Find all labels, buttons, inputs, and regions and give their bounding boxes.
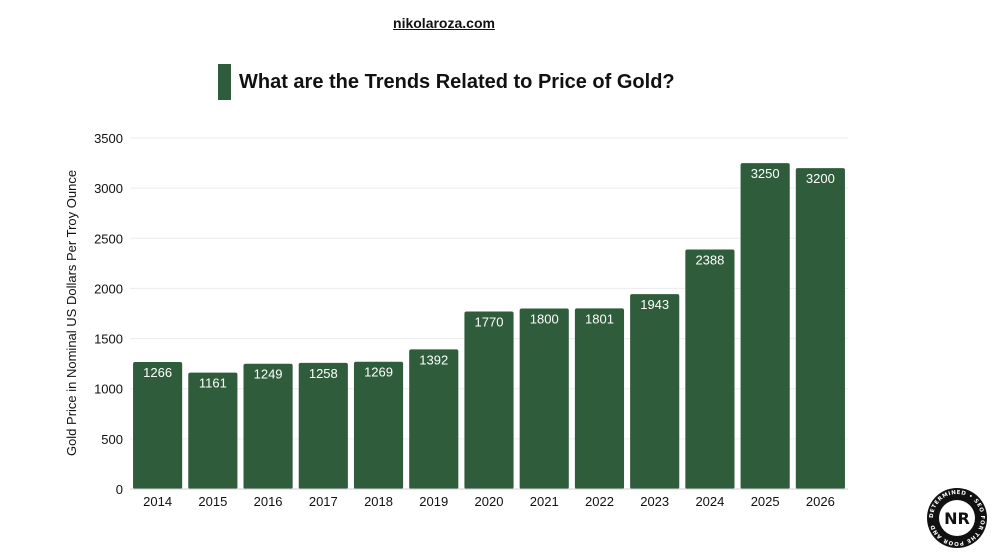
y-tick-label: 1000 (94, 382, 123, 397)
x-axis-tick-labels: 2014 2015 2016 2017 2018 2019 2020 2021 2022 2023… (143, 494, 835, 509)
x-tick-label: 2024 (695, 494, 724, 509)
title-accent-bar (218, 64, 231, 100)
x-tick-label: 2021 (530, 494, 559, 509)
bar-2014 (133, 362, 183, 489)
x-tick-label: 2023 (640, 494, 669, 509)
bars: 1266 1161 1249 1258 1269 1392 1770 1800 1801 1943… (133, 163, 845, 490)
y-tick-label: 3000 (94, 181, 123, 196)
x-tick-label: 2026 (806, 494, 835, 509)
bar-value-label: 1161 (199, 376, 227, 391)
bar-2024 (685, 249, 735, 489)
x-tick-label: 2015 (198, 494, 227, 509)
bar-value-label: 3250 (751, 166, 780, 181)
y-tick-label: 2500 (94, 231, 123, 246)
bar-value-label: 3200 (806, 171, 835, 186)
bar-2020 (464, 311, 514, 489)
bar-2022 (574, 308, 625, 489)
chart-title-block: What are the Trends Related to Price of … (218, 64, 675, 100)
bar-2015 (188, 372, 238, 489)
y-tick-label: 3500 (94, 131, 123, 146)
y-tick-label: 500 (101, 432, 123, 447)
y-tick-label: 1500 (94, 332, 123, 347)
bar-value-label: 1258 (309, 366, 338, 381)
x-tick-label: 2022 (585, 494, 614, 509)
bar-2019 (409, 349, 459, 489)
bar-2026 (795, 168, 845, 490)
bar-2017 (298, 362, 348, 489)
bar-value-label: 1800 (530, 311, 559, 326)
bar-value-label: 1943 (640, 297, 669, 312)
x-tick-label: 2019 (419, 494, 448, 509)
chart-title: What are the Trends Related to Price of … (239, 70, 675, 93)
y-tick-label: 2000 (94, 281, 123, 296)
x-tick-label: 2014 (143, 494, 172, 509)
bar-2025 (740, 163, 790, 490)
x-tick-label: 2017 (309, 494, 338, 509)
bar-value-label: 2388 (695, 253, 724, 268)
x-tick-label: 2025 (751, 494, 780, 509)
nr-seal-icon: DETERMINED • SEO FOR THE POOR AND NR (927, 488, 987, 548)
y-tick-label: 0 (116, 482, 123, 497)
y-axis-title: Gold Price in Nominal US Dollars Per Tro… (64, 170, 79, 456)
x-tick-label: 2018 (364, 494, 393, 509)
y-axis-tick-labels: 0 500 1000 1500 2000 2500 3000 3500 (94, 131, 123, 497)
seal-initials: NR (944, 509, 970, 528)
bar-2023 (630, 294, 680, 489)
bar-value-label: 1249 (254, 367, 283, 382)
bar-value-label: 1269 (364, 365, 393, 380)
x-tick-label: 2020 (475, 494, 504, 509)
bar-2016 (243, 363, 293, 489)
bar-value-label: 1770 (475, 314, 504, 329)
bar-value-label: 1801 (585, 311, 614, 326)
bar-2018 (353, 361, 404, 489)
bar-2021 (519, 308, 569, 489)
bar-value-label: 1392 (419, 352, 448, 367)
bar-value-label: 1266 (143, 365, 172, 380)
site-url[interactable]: nikolaroza.com (393, 15, 495, 31)
x-tick-label: 2016 (254, 494, 283, 509)
